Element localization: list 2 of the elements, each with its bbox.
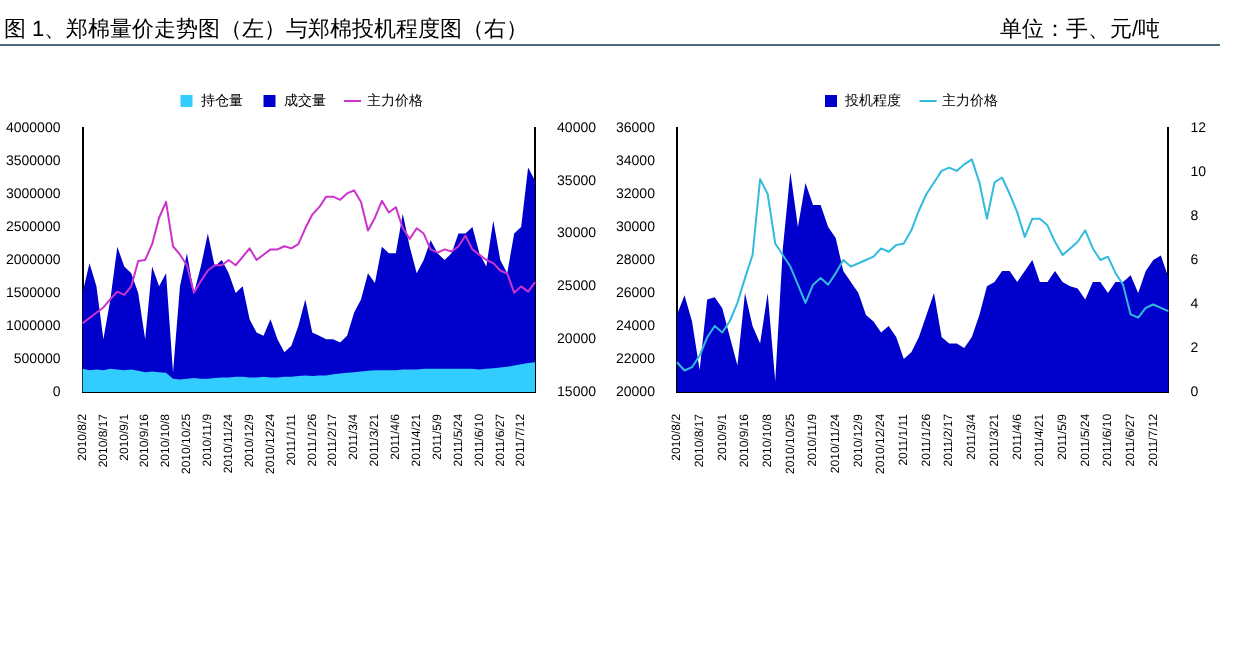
chart-subtitle: 单位：手、元/吨 [999, 16, 1160, 44]
chart-title: 图 1、郑棉量价走势图（左）与郑棉投机程度图（右） [4, 15, 529, 44]
